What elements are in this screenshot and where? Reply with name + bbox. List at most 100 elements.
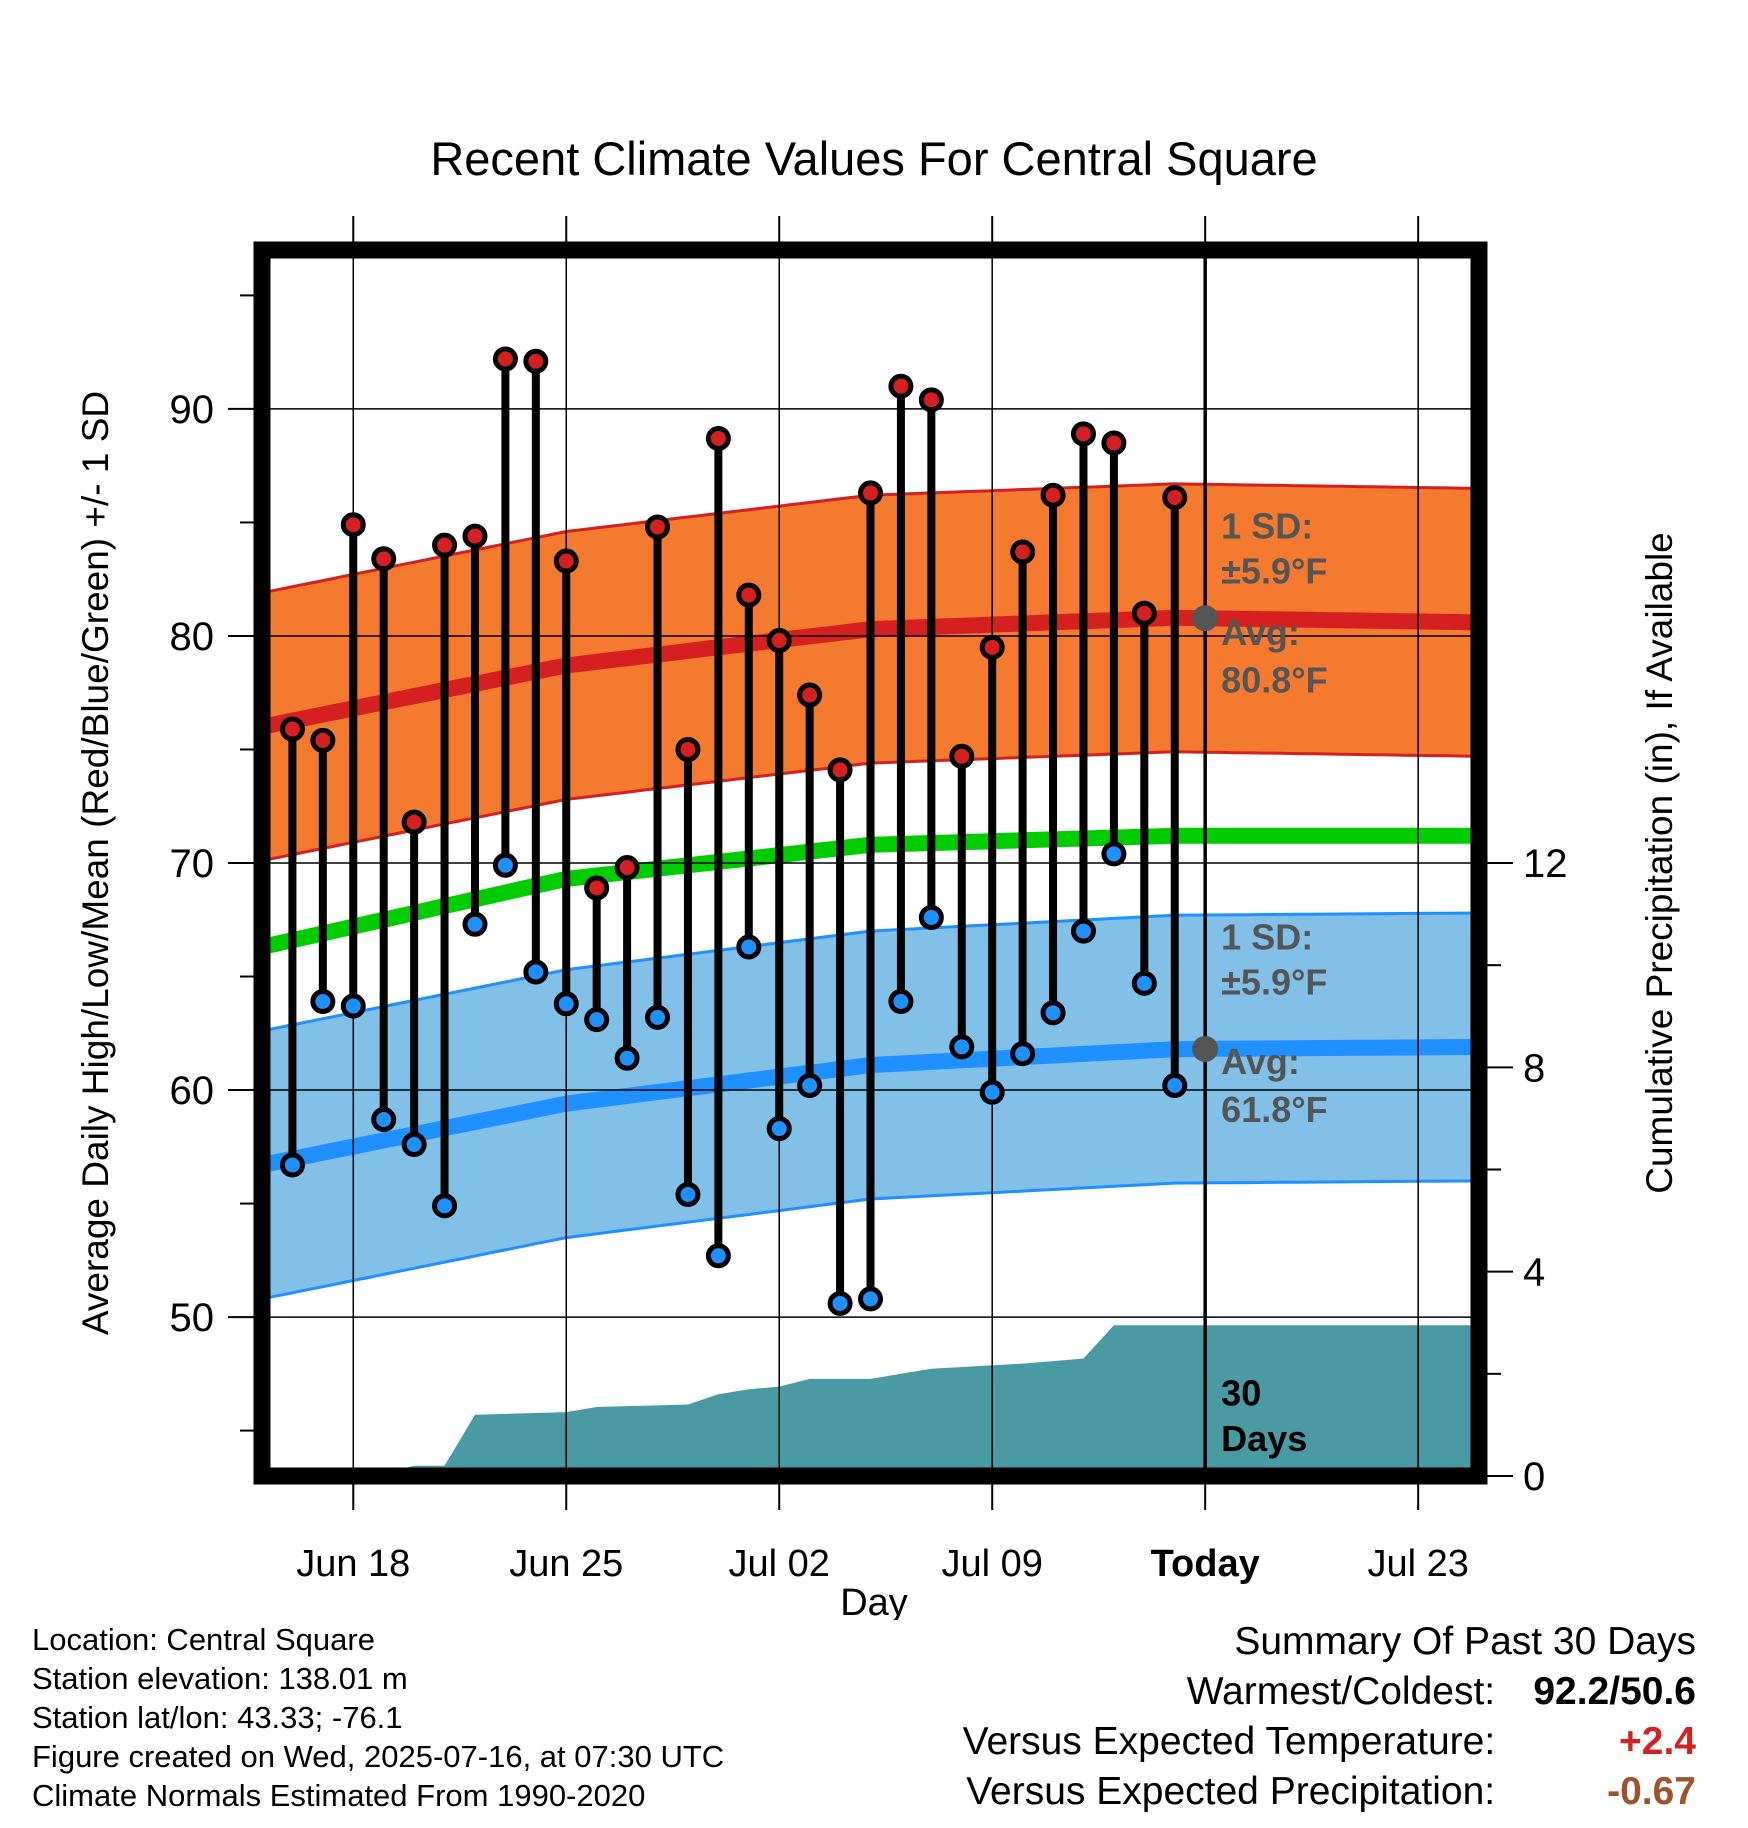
daily-high-point bbox=[492, 346, 518, 372]
days-label: 30 bbox=[1221, 1373, 1261, 1414]
daily-low-point bbox=[1162, 1072, 1188, 1098]
created-text: Figure created on Wed, 2025-07-16, at 07… bbox=[32, 1739, 725, 1774]
daily-high-point bbox=[279, 716, 305, 742]
daily-low-point bbox=[827, 1290, 853, 1316]
daily-low-point bbox=[675, 1181, 701, 1207]
latlon-text: Station lat/lon: 43.33; -76.1 bbox=[32, 1700, 403, 1735]
daily-low-point bbox=[340, 993, 366, 1019]
days-label-word: Days bbox=[1221, 1418, 1307, 1459]
precip-anomaly-label: Versus Expected Precipitation: bbox=[966, 1770, 1496, 1813]
plot-frame bbox=[253, 241, 1488, 1485]
y2-tick-label: 8 bbox=[1523, 1046, 1545, 1090]
daily-high-point bbox=[918, 387, 944, 413]
y-tick-label: 50 bbox=[170, 1296, 215, 1340]
low-sd-value: ±5.9°F bbox=[1221, 962, 1327, 1003]
daily-high-point bbox=[310, 727, 336, 753]
daily-low-point bbox=[523, 959, 549, 985]
daily-high-point bbox=[705, 425, 731, 451]
daily-high-point bbox=[340, 512, 366, 538]
temp-anomaly-value: +2.4 bbox=[1619, 1720, 1696, 1763]
x-tick-label: Jul 09 bbox=[941, 1543, 1042, 1585]
daily-high-point bbox=[1131, 600, 1157, 626]
y-tick-label: 70 bbox=[170, 842, 215, 886]
precip-anomaly-value: -0.67 bbox=[1607, 1770, 1696, 1813]
temp-anomaly-row: Versus Expected Temperature: +2.4 bbox=[963, 1717, 1696, 1767]
daily-high-point bbox=[1070, 421, 1096, 447]
daily-high-point bbox=[553, 548, 579, 574]
daily-high-point bbox=[827, 757, 853, 783]
x-tick-label: Today bbox=[1151, 1543, 1260, 1585]
daily-low-point bbox=[766, 1116, 792, 1142]
daily-low-point bbox=[949, 1034, 975, 1060]
daily-high-point bbox=[675, 736, 701, 762]
daily-low-point bbox=[1101, 841, 1127, 867]
daily-low-point bbox=[492, 852, 518, 878]
summary-panel: Summary Of Past 30 Days Warmest/Coldest:… bbox=[963, 1617, 1696, 1817]
y2-tick-label: 12 bbox=[1523, 842, 1568, 886]
high-avg-value: 80.8°F bbox=[1221, 660, 1327, 701]
daily-high-point bbox=[736, 582, 762, 608]
today-high-normal-marker bbox=[1192, 605, 1219, 632]
daily-low-point bbox=[736, 934, 762, 960]
daily-high-point bbox=[1101, 430, 1127, 456]
location-text: Location: Central Square bbox=[32, 1622, 375, 1657]
daily-high-point bbox=[523, 348, 549, 374]
daily-low-point bbox=[1070, 918, 1096, 944]
y-tick-label: 90 bbox=[170, 388, 215, 432]
high-avg-label: Avg: bbox=[1221, 612, 1300, 653]
daily-high-point bbox=[584, 875, 610, 901]
y2-axis-label: Cumulative Precipitation (in), If Availa… bbox=[1639, 532, 1680, 1194]
x-tick-label: Jul 02 bbox=[729, 1543, 830, 1585]
x-tick-label: Jun 25 bbox=[509, 1543, 623, 1585]
warm-cold-value: 92.2/50.6 bbox=[1533, 1670, 1696, 1713]
chart-title: Recent Climate Values For Central Square bbox=[430, 132, 1317, 185]
climate-chart: Recent Climate Values For Central Square… bbox=[75, 132, 1680, 1620]
daily-high-point bbox=[979, 634, 1005, 660]
daily-high-point bbox=[462, 523, 488, 549]
y-tick-label: 60 bbox=[170, 1069, 215, 1113]
daily-low-point bbox=[279, 1152, 305, 1178]
daily-low-point bbox=[797, 1072, 823, 1098]
daily-high-point bbox=[1010, 539, 1036, 565]
warm-cold-row: Warmest/Coldest: 92.2/50.6 bbox=[963, 1667, 1696, 1717]
normals-text: Climate Normals Estimated From 1990-2020 bbox=[32, 1778, 646, 1813]
daily-low-point bbox=[1010, 1041, 1036, 1067]
daily-high-point bbox=[858, 480, 883, 506]
daily-high-point bbox=[371, 546, 397, 572]
daily-high-point bbox=[949, 743, 975, 769]
daily-low-point bbox=[371, 1107, 397, 1133]
daily-low-point bbox=[1131, 970, 1157, 996]
summary-title: Summary Of Past 30 Days bbox=[1234, 1620, 1696, 1663]
y2-tick-label: 0 bbox=[1523, 1455, 1545, 1499]
high-sd-value: ±5.9°F bbox=[1221, 551, 1327, 592]
daily-low-point bbox=[584, 1007, 610, 1033]
daily-high-point bbox=[614, 855, 640, 881]
daily-low-point bbox=[705, 1243, 731, 1269]
daily-high-point bbox=[797, 682, 823, 708]
precip-anomaly-row: Versus Expected Precipitation: -0.67 bbox=[963, 1767, 1696, 1817]
daily-low-point bbox=[645, 1004, 671, 1030]
station-info: Location: Central Square Station elevati… bbox=[32, 1620, 724, 1815]
low-avg-value: 61.8°F bbox=[1221, 1089, 1327, 1130]
x-axis-label: Day bbox=[840, 1582, 908, 1620]
x-tick-label: Jun 18 bbox=[296, 1543, 410, 1585]
elevation-text: Station elevation: 138.01 m bbox=[32, 1661, 408, 1696]
daily-low-point bbox=[310, 988, 336, 1014]
daily-high-point bbox=[1162, 484, 1188, 510]
high-sd-label: 1 SD: bbox=[1221, 505, 1313, 546]
low-avg-label: Avg: bbox=[1221, 1041, 1300, 1082]
warm-cold-label: Warmest/Coldest: bbox=[1186, 1670, 1496, 1713]
daily-high-point bbox=[645, 514, 671, 540]
daily-low-point bbox=[462, 911, 488, 937]
today-low-normal-marker bbox=[1192, 1035, 1219, 1062]
daily-high-point bbox=[432, 532, 458, 558]
daily-low-point bbox=[979, 1079, 1005, 1105]
x-tick-label: Jul 23 bbox=[1367, 1543, 1468, 1585]
daily-low-point bbox=[614, 1045, 640, 1071]
low-sd-label: 1 SD: bbox=[1221, 916, 1313, 957]
daily-high-point bbox=[766, 628, 792, 654]
daily-low-point bbox=[401, 1132, 427, 1158]
y-axis-label: Average Daily High/Low/Mean (Red/Blue/Gr… bbox=[75, 391, 116, 1335]
daily-low-point bbox=[888, 988, 914, 1014]
daily-low-point bbox=[1040, 1000, 1066, 1026]
